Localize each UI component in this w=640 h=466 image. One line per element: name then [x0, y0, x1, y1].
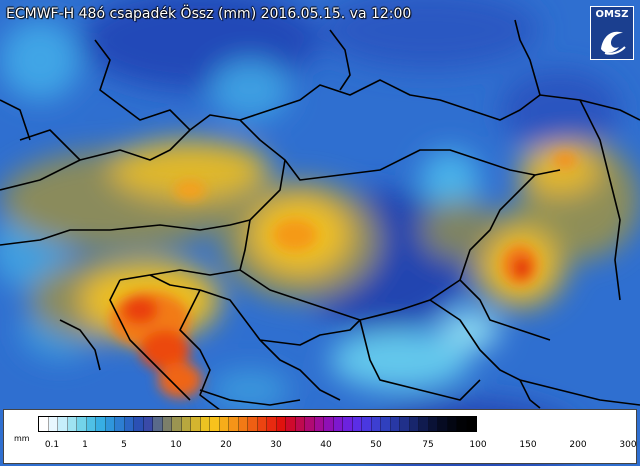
map-title: ECMWF-H 48ó csapadék Össz (mm) 2016.05.1… [6, 6, 412, 22]
legend-swatch [419, 417, 429, 431]
legend-swatch [276, 417, 286, 431]
legend-tick-label: 30 [270, 440, 282, 450]
legend-tick-label: 1 [82, 440, 88, 450]
legend-swatch [390, 417, 400, 431]
legend-swatch [409, 417, 419, 431]
legend-swatch [219, 417, 229, 431]
legend-color-scale [38, 416, 477, 432]
omsz-logo-text: OMSZ [595, 9, 629, 20]
legend-swatch [314, 417, 324, 431]
wave-icon [601, 31, 626, 55]
legend-tick-label: 0.1 [44, 440, 60, 450]
legend-swatch [257, 417, 267, 431]
omsz-logo: OMSZ [590, 6, 634, 60]
legend-swatch [153, 417, 163, 431]
legend-tick-label: 75 [422, 440, 434, 450]
legend-swatch [447, 417, 457, 431]
legend-swatch [248, 417, 258, 431]
legend-swatch [371, 417, 381, 431]
legend-swatch [324, 417, 334, 431]
legend-swatch [229, 417, 239, 431]
legend-swatch [67, 417, 77, 431]
legend-swatch [134, 417, 144, 431]
legend: mm 0.1 1 5 10 20 30 40 50 75 100 150 200 300 [3, 409, 637, 464]
legend-swatch [352, 417, 362, 431]
legend-tick-label: 200 [569, 440, 587, 450]
legend-swatch [333, 417, 343, 431]
legend-swatch [191, 417, 201, 431]
legend-swatch [362, 417, 372, 431]
legend-swatch [305, 417, 315, 431]
legend-swatch [438, 417, 448, 431]
legend-swatch [466, 417, 476, 431]
legend-swatch [200, 417, 210, 431]
legend-tick-label: 5 [121, 440, 127, 450]
legend-swatch [96, 417, 106, 431]
legend-swatch [286, 417, 296, 431]
legend-swatch [457, 417, 467, 431]
legend-swatch [210, 417, 220, 431]
legend-swatch [124, 417, 134, 431]
legend-swatch [77, 417, 87, 431]
legend-swatch [86, 417, 96, 431]
legend-swatch [105, 417, 115, 431]
legend-swatch [428, 417, 438, 431]
legend-tick-label: 20 [220, 440, 232, 450]
legend-tick-label: 150 [519, 440, 537, 450]
legend-swatch [400, 417, 410, 431]
legend-swatch [58, 417, 68, 431]
legend-swatch [162, 417, 172, 431]
legend-swatch [238, 417, 248, 431]
legend-swatch [143, 417, 153, 431]
legend-tick-label: 100 [469, 440, 487, 450]
legend-tick-label: 300 [619, 440, 637, 450]
legend-tick-label: 50 [370, 440, 382, 450]
legend-swatch [115, 417, 125, 431]
legend-unit: mm [14, 434, 30, 443]
legend-swatch [267, 417, 277, 431]
legend-swatch [172, 417, 182, 431]
legend-swatch [343, 417, 353, 431]
legend-tick-label: 10 [170, 440, 182, 450]
legend-swatch [181, 417, 191, 431]
legend-swatch [381, 417, 391, 431]
legend-swatch [39, 417, 49, 431]
legend-swatch [295, 417, 305, 431]
legend-tick-label: 40 [320, 440, 332, 450]
legend-swatch [48, 417, 58, 431]
